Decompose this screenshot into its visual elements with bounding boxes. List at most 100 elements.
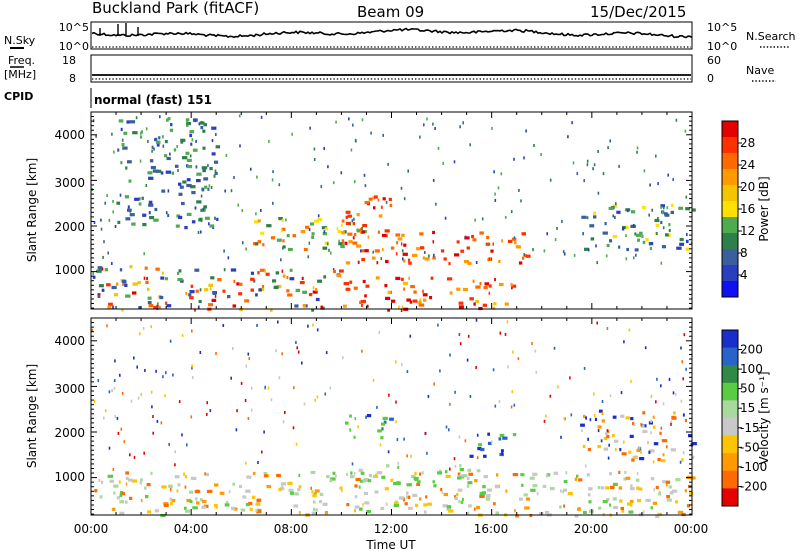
heatmap-cell [372,378,375,382]
heatmap-cell [507,365,509,369]
heatmap-cell [174,450,176,454]
heatmap-cell [562,250,565,254]
heatmap-cell [597,429,600,433]
heatmap-cell [489,257,492,261]
heatmap-cell [501,239,503,243]
heatmap-cell [111,132,113,136]
heatmap-cell [275,349,277,353]
heatmap-cell [107,305,112,309]
heatmap-cell [278,376,281,380]
heatmap-cell [402,281,408,285]
heatmap-cell [398,305,400,309]
heatmap-cell [144,266,148,270]
heatmap-cell [596,261,598,265]
heatmap-cell [634,455,637,459]
colorbar-swatch [722,201,738,218]
velocity-panel-frame [90,317,693,516]
heatmap-cell [319,492,324,496]
heatmap-cell [476,456,479,460]
heatmap-cell [260,115,263,119]
heatmap-cell [625,234,627,238]
heatmap-cell [423,123,425,127]
heatmap-cell [106,283,111,287]
heatmap-cell [169,497,173,501]
heatmap-cell [347,214,352,218]
colorbar-label: 200 [740,343,763,357]
heatmap-cell [321,226,328,230]
heatmap-cell [416,247,420,251]
heatmap-cell [259,287,265,292]
heatmap-cell [606,327,609,330]
heatmap-cell [464,235,467,239]
heatmap-cell [513,157,515,161]
heatmap-cell [196,179,201,183]
x-axis-label: Time UT [365,538,416,552]
heatmap-cell [147,171,153,175]
heatmap-cell [449,402,451,406]
heatmap-cell [183,472,185,476]
heatmap-cell [375,276,380,280]
heatmap-cell [399,496,404,500]
heatmap-cell [402,257,404,261]
heatmap-cell [182,156,188,160]
heatmap-cell [219,491,225,495]
heatmap-cell [394,502,399,506]
heatmap-cell [585,416,587,420]
heatmap-cell [651,208,653,212]
heatmap-cell [475,285,481,289]
heatmap-cell [208,303,213,307]
heatmap-cell [384,487,389,491]
heatmap-cell [308,241,311,245]
heatmap-cell [181,333,184,337]
heatmap-cell [361,230,365,234]
heatmap-cell [307,324,309,328]
heatmap-cell [636,472,639,476]
heatmap-cell [678,206,684,210]
heatmap-cell [146,276,148,281]
heatmap-cell [138,197,141,201]
heatmap-cell [670,420,673,424]
heatmap-cell [469,395,472,398]
heatmap-cell [140,135,143,139]
heatmap-cell [156,143,160,147]
heatmap-cell [627,502,633,506]
heatmap-cell [597,485,601,490]
station-title: Buckland Park (fitACF) [92,0,259,17]
heatmap-cell [238,114,241,118]
heatmap-cell [204,185,208,189]
heatmap-cell [612,204,618,208]
heatmap-cell [407,169,409,173]
heatmap-cell [172,373,174,377]
heatmap-cell [252,471,256,476]
heatmap-cell [607,429,610,433]
colorbar-label: 4 [740,268,748,282]
heatmap-cell [327,165,329,169]
heatmap-cell [177,278,183,282]
heatmap-cell [432,230,435,235]
heatmap-cell [396,481,401,485]
heatmap-cell [640,422,643,427]
colorbar-swatch [722,365,738,384]
heatmap-cell [597,425,602,429]
heatmap-cell [176,489,179,493]
heatmap-cell [340,223,343,227]
heatmap-cell [142,223,147,227]
heatmap-cell [179,185,184,189]
heatmap-cell [124,500,128,504]
heatmap-cell [654,218,660,223]
heatmap-cell [684,418,687,423]
heatmap-cell [662,226,665,230]
heatmap-cell [458,301,464,305]
heatmap-cell [132,131,138,135]
heatmap-cell [271,178,274,182]
heatmap-cell [127,205,130,209]
heatmap-cell [261,450,263,454]
heatmap-cell [338,242,344,246]
heatmap-cell [513,236,516,240]
heatmap-cell [363,491,368,496]
heatmap-cell [162,144,165,148]
heatmap-cell [312,290,318,294]
heatmap-cell [532,248,534,252]
heatmap-cell [192,148,198,152]
heatmap-cell [382,416,388,420]
